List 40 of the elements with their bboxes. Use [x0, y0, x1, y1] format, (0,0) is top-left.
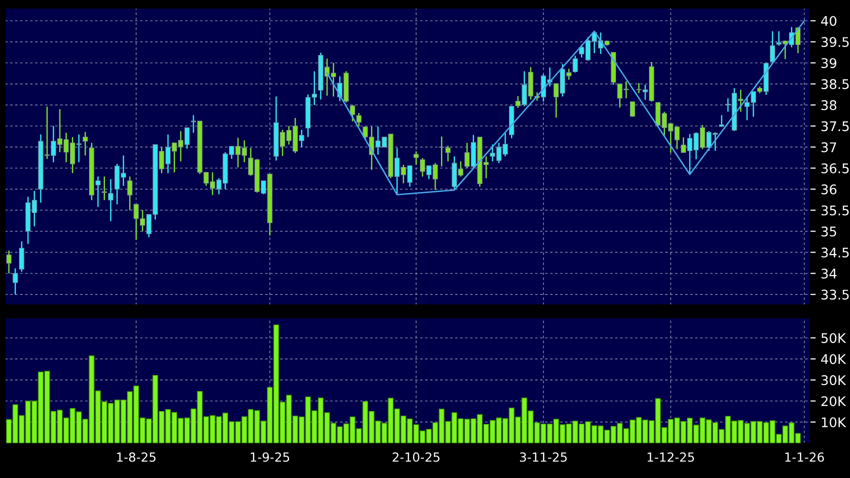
y-tick-label: 40K: [821, 354, 846, 364]
candlestick: [356, 112, 362, 128]
y-tick-label: 40: [821, 16, 836, 26]
candlestick: [770, 30, 776, 64]
candlestick: [102, 176, 107, 201]
candlestick: [350, 104, 356, 122]
candlestick: [12, 268, 18, 296]
y-tick-label: 37.5: [821, 121, 849, 132]
candlestick: [108, 178, 114, 222]
y-tick-label: 36.5: [821, 163, 849, 174]
y-tick-label: 38: [821, 100, 836, 110]
x-tick-label: 1-12-25: [648, 452, 694, 462]
candlestick: [82, 131, 88, 156]
candlestick: [414, 150, 419, 166]
y-tick-label: 39: [821, 58, 836, 68]
y-tick-label: 20K: [821, 396, 846, 406]
y-tick-label: 33.5: [821, 290, 849, 300]
y-tick-label: 38.5: [821, 79, 849, 90]
y-tick-label: 36: [821, 184, 836, 194]
x-tick-label: 2-10-25: [392, 452, 440, 462]
candlestick: [572, 55, 578, 74]
y-tick-label: 35: [821, 226, 836, 236]
y-tick-label: 35.5: [821, 205, 849, 216]
candlestick: [6, 250, 12, 274]
x-tick-label: 1-8-25: [117, 452, 156, 462]
candlestick: [630, 100, 636, 118]
x-tick-label: 1-9-25: [250, 452, 290, 462]
line-series: [326, 20, 806, 196]
candlestick: [127, 176, 132, 211]
y-tick-label: 10K: [822, 417, 846, 428]
y-tick-label: 50K: [821, 333, 846, 344]
candlestick: [719, 114, 724, 128]
x-tick-label: 1-1-26: [785, 452, 824, 462]
y-tick-label: 30K: [821, 375, 846, 386]
y-tick-label: 34: [821, 268, 837, 279]
y-tick-label: 37: [821, 142, 836, 152]
x-tick-label: 3-11-25: [520, 452, 567, 462]
y-tick-label: 39.5: [821, 37, 849, 48]
y-tick-label: 34.5: [821, 248, 849, 258]
candlestick: [19, 240, 24, 272]
